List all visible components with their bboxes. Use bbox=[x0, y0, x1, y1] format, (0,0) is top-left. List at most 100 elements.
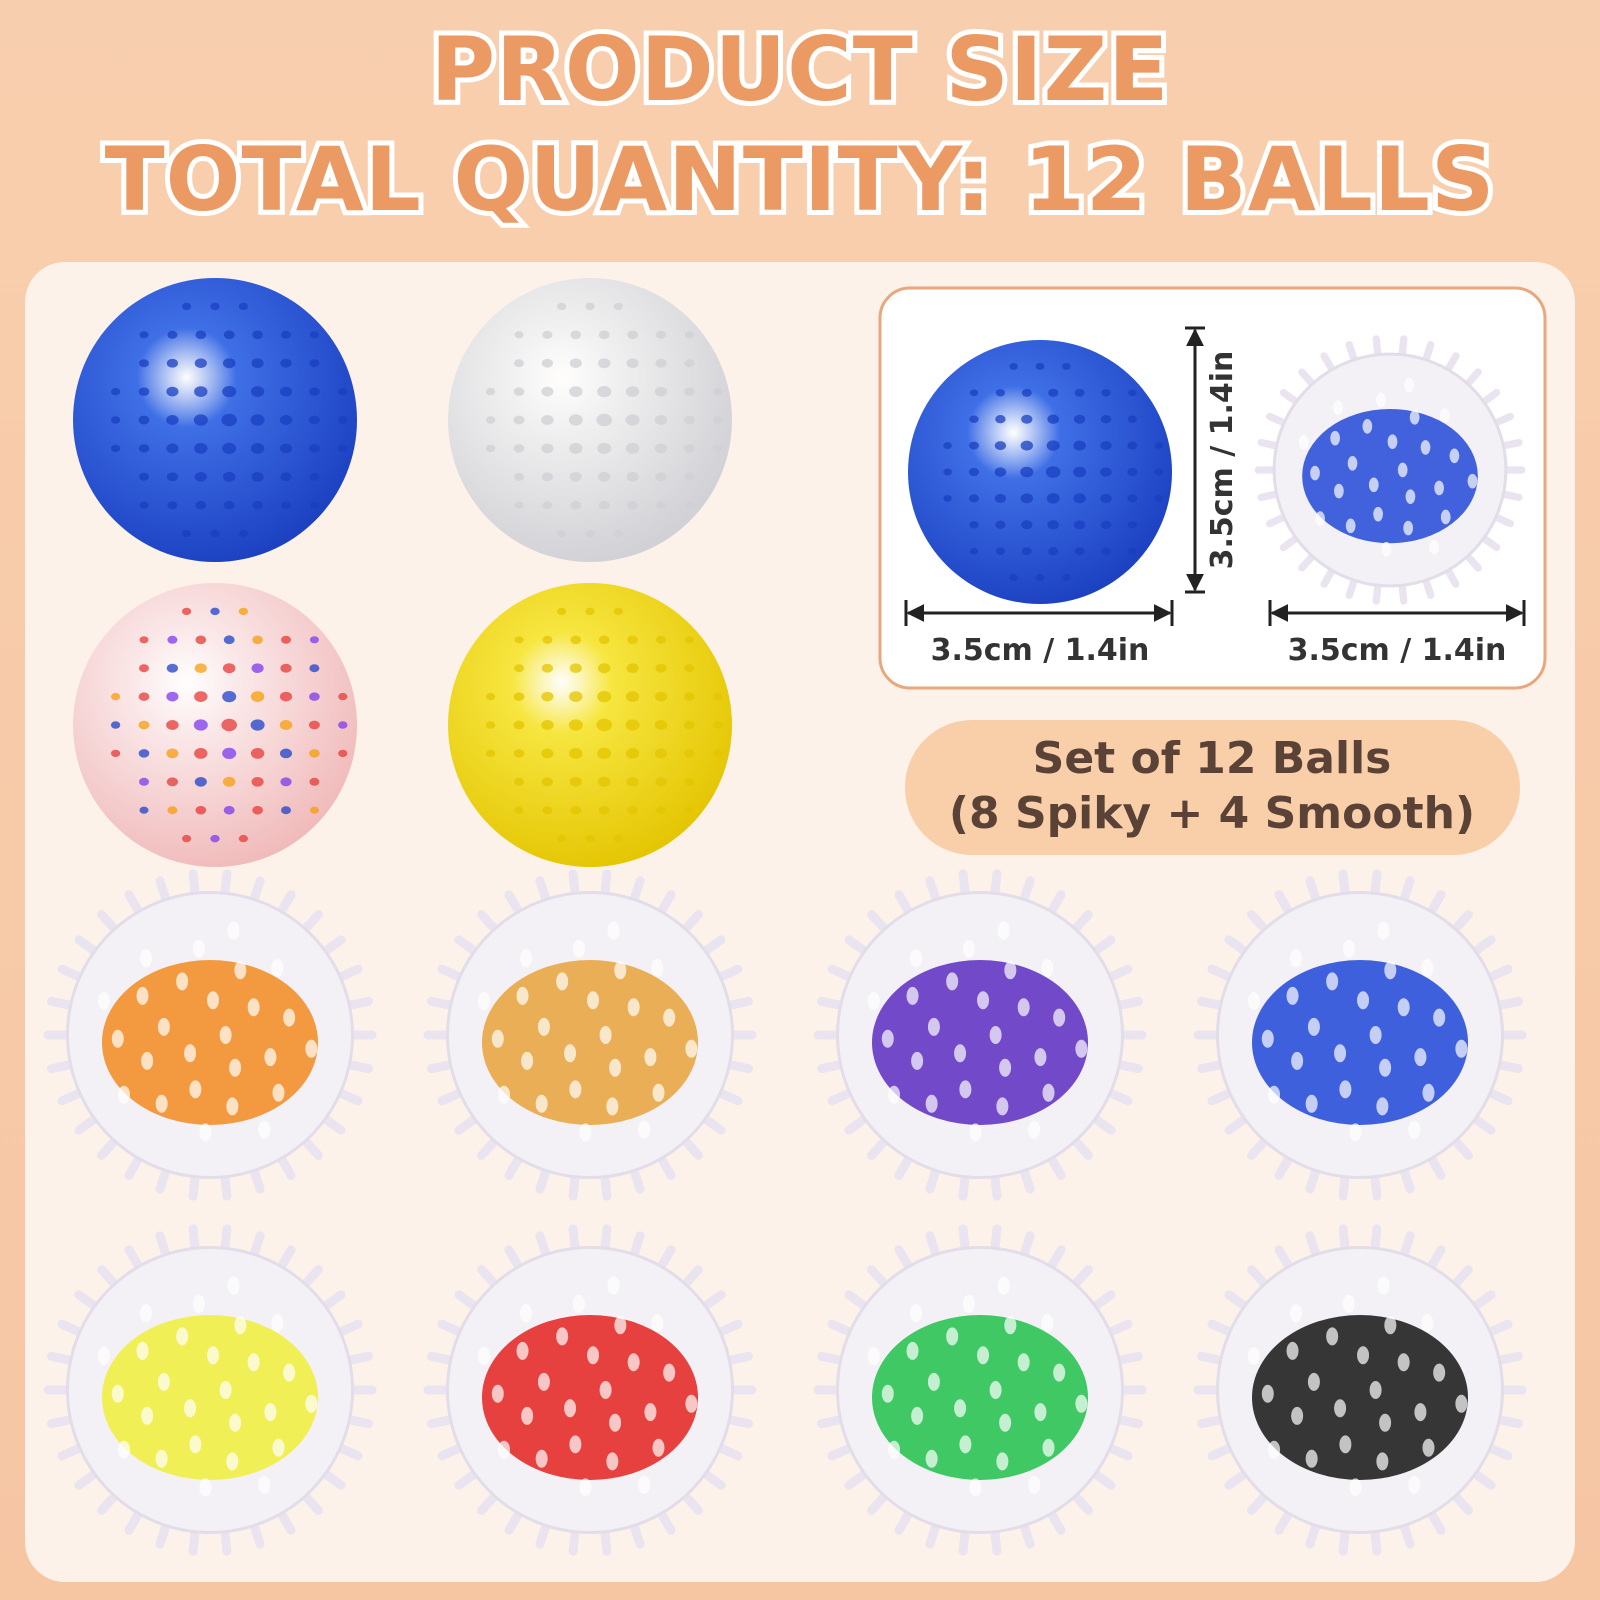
bead bbox=[309, 749, 320, 758]
bead bbox=[139, 472, 149, 481]
bead bbox=[279, 748, 293, 759]
nub bbox=[1028, 1475, 1041, 1494]
bead bbox=[139, 664, 149, 673]
bead bbox=[138, 692, 150, 701]
bead bbox=[684, 749, 695, 758]
bead bbox=[210, 607, 220, 616]
nub bbox=[1379, 1413, 1392, 1432]
nub bbox=[1455, 1394, 1468, 1413]
nub bbox=[969, 1123, 982, 1142]
bead bbox=[250, 719, 265, 731]
bead bbox=[684, 331, 694, 339]
nub bbox=[1034, 1048, 1047, 1067]
nub bbox=[569, 1435, 582, 1454]
bead bbox=[1100, 467, 1112, 477]
bead bbox=[1062, 362, 1071, 370]
nub bbox=[1028, 1120, 1041, 1139]
bead bbox=[541, 720, 554, 730]
nub bbox=[638, 1120, 651, 1139]
nub bbox=[946, 972, 959, 991]
bead bbox=[1128, 389, 1137, 397]
bead bbox=[486, 749, 496, 758]
bead bbox=[222, 663, 236, 674]
bead bbox=[1062, 574, 1071, 582]
bead bbox=[166, 415, 179, 425]
bead bbox=[221, 718, 238, 732]
nub bbox=[1384, 1316, 1397, 1335]
bead bbox=[110, 416, 121, 424]
nub bbox=[910, 1304, 923, 1323]
nub bbox=[1247, 992, 1260, 1011]
bead bbox=[713, 387, 723, 396]
nub bbox=[1349, 1478, 1362, 1497]
nub bbox=[118, 1440, 131, 1459]
bead bbox=[182, 607, 192, 616]
bead bbox=[279, 415, 293, 425]
bead bbox=[597, 690, 612, 703]
bead bbox=[969, 441, 979, 450]
nub bbox=[141, 1406, 154, 1425]
bead bbox=[656, 330, 666, 339]
nub bbox=[1290, 949, 1303, 968]
bead bbox=[238, 302, 248, 311]
width-label: 3.5cm / 1.4in bbox=[1288, 633, 1507, 668]
nub bbox=[176, 972, 189, 991]
bead bbox=[279, 720, 293, 730]
ball-core bbox=[1252, 1315, 1468, 1480]
nub bbox=[491, 1384, 504, 1403]
nub bbox=[614, 1316, 627, 1335]
nub bbox=[1384, 961, 1397, 980]
nub bbox=[1042, 1438, 1055, 1457]
bead bbox=[279, 386, 293, 397]
bead bbox=[995, 389, 1006, 397]
nub bbox=[140, 1304, 153, 1323]
nub bbox=[1291, 1406, 1304, 1425]
nub bbox=[587, 1346, 600, 1365]
ball-core bbox=[482, 1315, 698, 1480]
bead bbox=[251, 776, 264, 787]
nub bbox=[1004, 961, 1017, 980]
nub bbox=[136, 986, 149, 1005]
bead bbox=[1101, 547, 1111, 555]
bead bbox=[1073, 520, 1086, 530]
bead bbox=[995, 415, 1006, 424]
nub bbox=[1342, 939, 1355, 958]
bead bbox=[557, 529, 567, 538]
bead bbox=[513, 720, 525, 730]
ball bbox=[448, 583, 732, 867]
nub bbox=[999, 1058, 1012, 1077]
bead bbox=[338, 692, 348, 701]
bead bbox=[139, 331, 149, 339]
bead bbox=[656, 501, 666, 510]
bead bbox=[597, 663, 611, 674]
bead bbox=[969, 521, 979, 529]
nub bbox=[569, 1080, 582, 1099]
bead bbox=[626, 663, 639, 674]
bead bbox=[223, 330, 235, 340]
nub bbox=[1414, 1403, 1427, 1422]
nub bbox=[207, 991, 220, 1010]
bead bbox=[541, 472, 554, 482]
nub bbox=[229, 1058, 242, 1077]
bead bbox=[585, 607, 595, 616]
nub bbox=[234, 961, 247, 980]
bead bbox=[1020, 466, 1034, 478]
nub bbox=[1004, 1316, 1017, 1335]
bead bbox=[1154, 494, 1164, 502]
nub bbox=[155, 1449, 168, 1468]
bead bbox=[969, 389, 979, 397]
bead bbox=[541, 748, 554, 759]
bead bbox=[684, 444, 695, 453]
bead bbox=[280, 777, 292, 787]
bead bbox=[654, 691, 668, 702]
bead bbox=[625, 719, 640, 731]
nub bbox=[1268, 1085, 1281, 1104]
nub bbox=[644, 1403, 657, 1422]
bead bbox=[597, 747, 612, 760]
bead bbox=[281, 330, 291, 339]
nub bbox=[996, 1452, 1009, 1471]
nub bbox=[1369, 1381, 1382, 1399]
bead bbox=[222, 385, 237, 398]
ball bbox=[448, 278, 732, 562]
bead bbox=[541, 386, 554, 397]
